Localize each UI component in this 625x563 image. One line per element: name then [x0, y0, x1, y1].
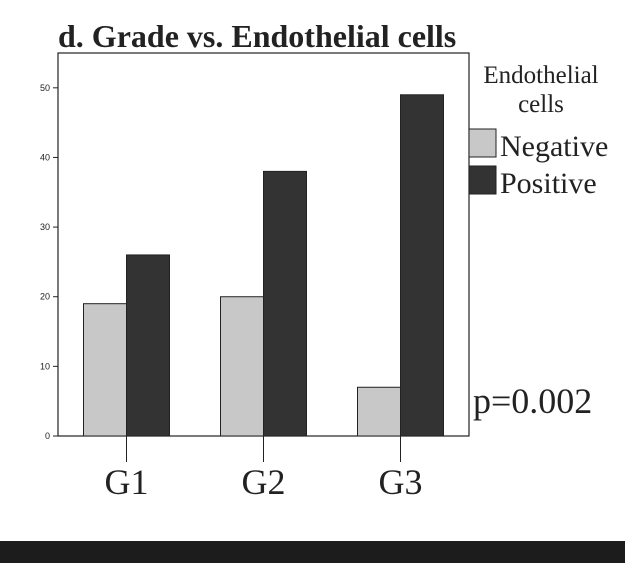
bars: [83, 94, 444, 437]
bar-positive-g2: [263, 170, 307, 437]
x-tick-label: G2: [242, 462, 286, 502]
y-tick-label: 50: [40, 83, 50, 93]
bar-positive-g3: [400, 94, 444, 437]
y-tick-label: 0: [45, 431, 50, 441]
legend-swatch-negative: [468, 128, 497, 158]
chart: d. Grade vs. Endothelial cells 0 10 20 30 40…: [40, 18, 608, 502]
y-tick-label: 10: [40, 361, 50, 371]
bottom-band: [0, 541, 625, 563]
x-axis: G1 G2 G3: [105, 436, 423, 502]
legend-label-negative: Negative: [500, 130, 608, 163]
y-tick-label: 20: [40, 292, 50, 302]
y-tick-label: 40: [40, 152, 50, 162]
bar-negative-g1: [83, 303, 127, 437]
bar-negative-g2: [220, 296, 264, 437]
legend-label-positive: Positive: [500, 167, 597, 200]
legend-title-line2: cells: [518, 91, 564, 118]
legend: Endothelial cells Negative Positive: [468, 62, 608, 200]
x-tick-label: G1: [105, 462, 149, 502]
x-tick-label: G3: [379, 462, 423, 502]
bar-positive-g1: [126, 254, 170, 437]
legend-swatch-positive: [468, 165, 497, 195]
bar-negative-g3: [357, 386, 401, 437]
legend-title-line1: Endothelial: [483, 62, 598, 89]
chart-title: d. Grade vs. Endothelial cells: [58, 18, 456, 54]
y-axis: 0 10 20 30 40 50: [40, 83, 58, 441]
p-value-annotation: p=0.002: [473, 381, 592, 421]
y-tick-label: 30: [40, 222, 50, 232]
